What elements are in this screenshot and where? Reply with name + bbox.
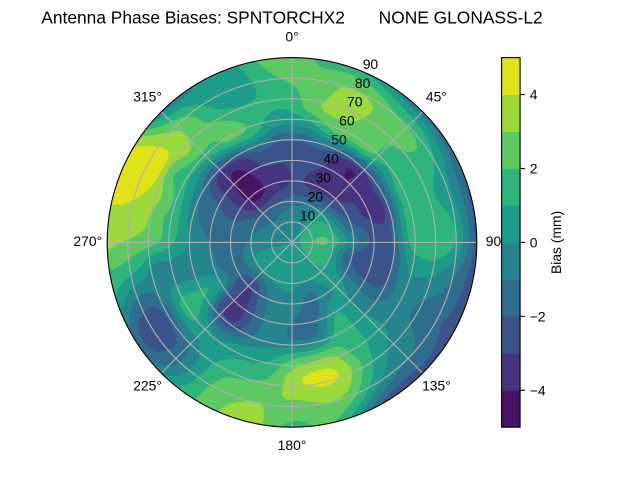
svg-text:30: 30	[316, 170, 332, 186]
svg-text:50: 50	[331, 132, 347, 148]
svg-text:4: 4	[530, 87, 538, 103]
svg-text:−4: −4	[530, 382, 546, 398]
svg-text:0: 0	[530, 234, 538, 250]
svg-text:70: 70	[347, 94, 363, 110]
svg-text:80: 80	[355, 75, 371, 91]
svg-text:180°: 180°	[278, 437, 307, 453]
svg-text:0°: 0°	[285, 29, 298, 45]
svg-text:270°: 270°	[73, 233, 102, 249]
svg-text:−2: −2	[530, 308, 546, 324]
svg-text:225°: 225°	[133, 377, 162, 393]
svg-text:40: 40	[323, 151, 339, 167]
svg-text:Bias (mm): Bias (mm)	[548, 211, 564, 274]
svg-text:45°: 45°	[426, 89, 447, 105]
svg-text:135°: 135°	[422, 377, 451, 393]
svg-text:2: 2	[530, 161, 538, 177]
svg-text:60: 60	[339, 113, 355, 129]
svg-text:Antenna Phase Biases: SPNTORCH: Antenna Phase Biases: SPNTORCHX2 NONE GL…	[41, 7, 542, 27]
svg-text:20: 20	[308, 189, 324, 205]
svg-text:315°: 315°	[133, 89, 162, 105]
svg-text:90: 90	[363, 56, 379, 72]
svg-text:10: 10	[300, 208, 316, 224]
